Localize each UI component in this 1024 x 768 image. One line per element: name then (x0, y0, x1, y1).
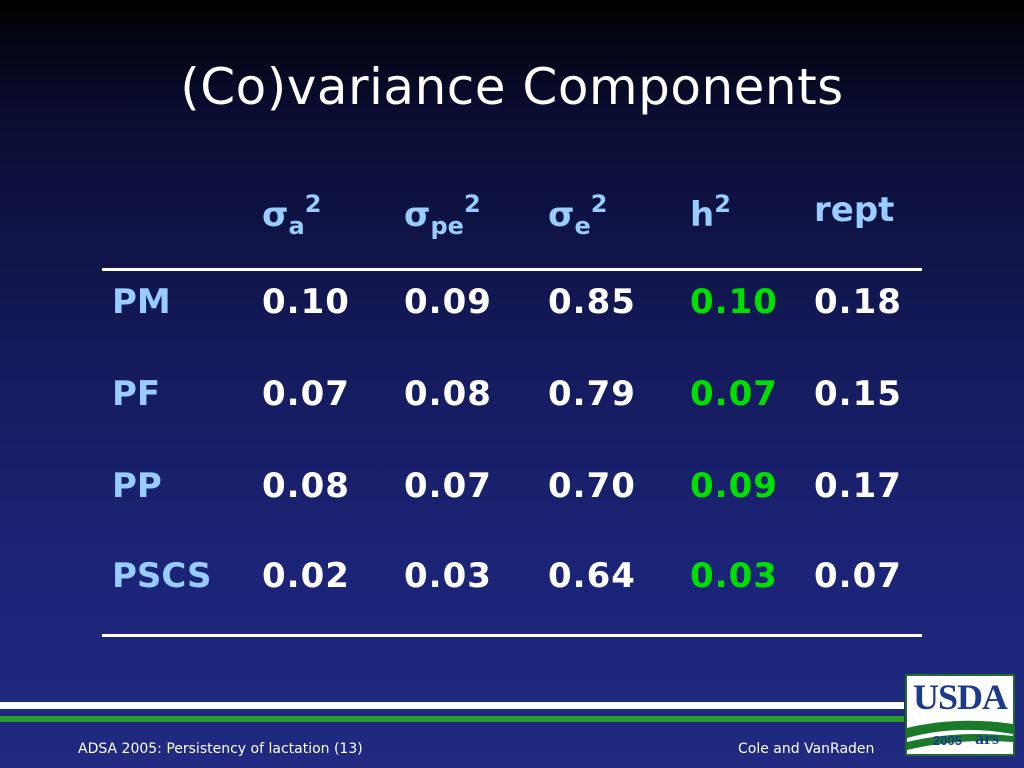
cell-pm-sigma-a: 0.10 (262, 282, 350, 322)
cell-pm-h2: 0.10 (690, 282, 778, 322)
cell-pp-sigma-pe: 0.07 (404, 466, 492, 506)
usda-logo-year: 2005 (933, 733, 962, 748)
cell-pp-sigma-e: 0.70 (548, 466, 636, 506)
row-label-pscs: PSCS (112, 556, 212, 596)
table-top-rule (102, 268, 922, 271)
header-h2: h2 (690, 190, 731, 235)
cell-pf-rept: 0.15 (814, 374, 902, 414)
header-sigma-a: σa2 (262, 190, 322, 240)
cell-pp-h2: 0.09 (690, 466, 778, 506)
cell-pp-rept: 0.17 (814, 466, 902, 506)
cell-pscs-h2: 0.03 (690, 556, 778, 596)
footer-authors: Cole and VanRaden (738, 741, 875, 757)
header-sigma-pe: σpe2 (404, 190, 481, 240)
cell-pf-h2: 0.07 (690, 374, 778, 414)
row-label-pm: PM (112, 282, 171, 322)
slide-title: (Co)variance Components (180, 58, 844, 116)
header-rept: rept (814, 190, 895, 230)
usda-logo: USDA 2005 ars (905, 674, 1015, 756)
footer-presentation-info: ADSA 2005: Persistency of lactation (13) (78, 741, 363, 757)
cell-pscs-sigma-pe: 0.03 (404, 556, 492, 596)
ars-mark: ars (975, 728, 999, 748)
cell-pf-sigma-pe: 0.08 (404, 374, 492, 414)
usda-logo-field-icon (907, 720, 1013, 750)
usda-logo-text: USDA (912, 677, 1008, 717)
footer-divider-white (0, 702, 904, 709)
cell-pscs-sigma-a: 0.02 (262, 556, 350, 596)
footer-divider-green (0, 716, 904, 722)
cell-pp-sigma-a: 0.08 (262, 466, 350, 506)
cell-pm-sigma-pe: 0.09 (404, 282, 492, 322)
cell-pf-sigma-e: 0.79 (548, 374, 636, 414)
cell-pscs-sigma-e: 0.64 (548, 556, 636, 596)
cell-pm-rept: 0.18 (814, 282, 902, 322)
row-label-pp: PP (112, 466, 162, 506)
cell-pm-sigma-e: 0.85 (548, 282, 636, 322)
table-bottom-rule (102, 634, 922, 637)
cell-pscs-rept: 0.07 (814, 556, 902, 596)
row-label-pf: PF (112, 374, 161, 414)
cell-pf-sigma-a: 0.07 (262, 374, 350, 414)
header-sigma-e: σe2 (548, 190, 608, 240)
